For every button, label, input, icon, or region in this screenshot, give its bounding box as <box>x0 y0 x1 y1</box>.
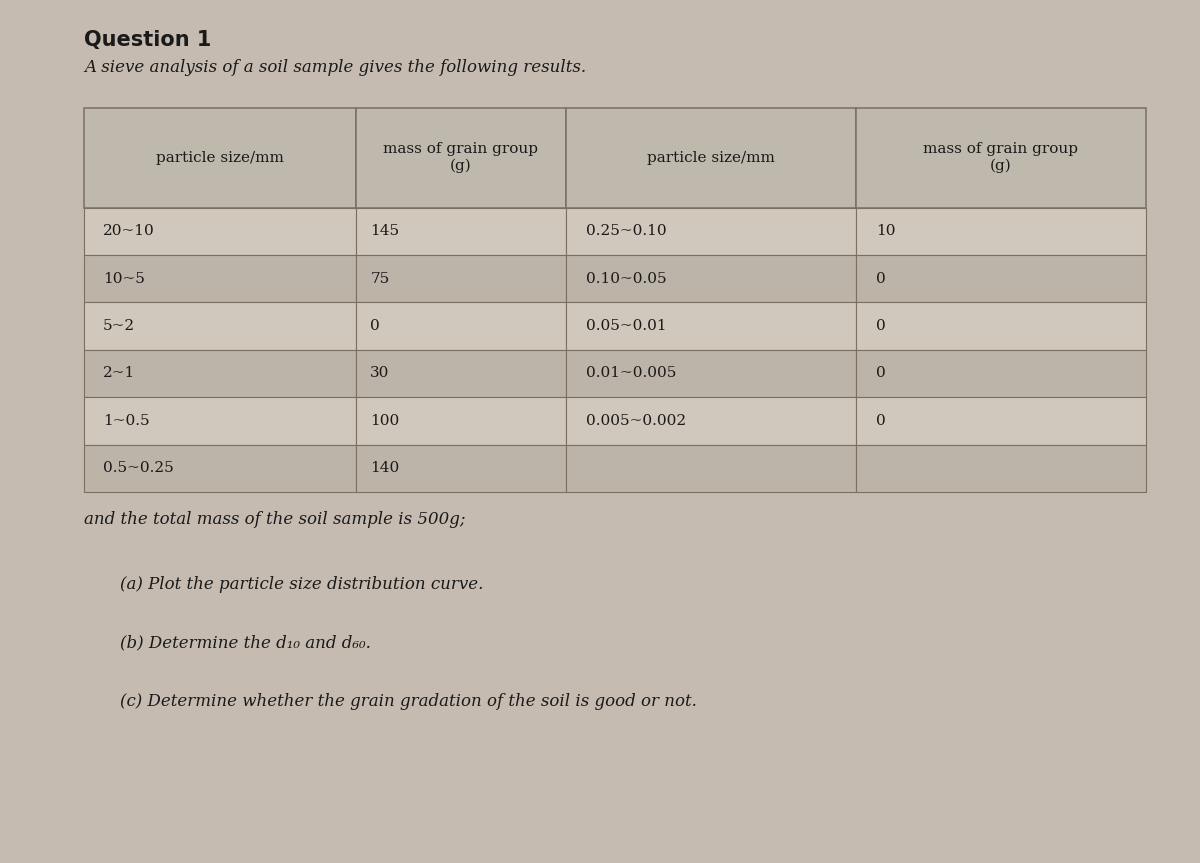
Text: (b) Determine the d₁₀ and d₆₀.: (b) Determine the d₁₀ and d₆₀. <box>120 634 371 652</box>
Text: 100: 100 <box>371 414 400 428</box>
Text: 0: 0 <box>876 319 886 333</box>
Text: 0.5~0.25: 0.5~0.25 <box>103 461 174 476</box>
Text: 0.005~0.002: 0.005~0.002 <box>586 414 686 428</box>
Text: (a) Plot the particle size distribution curve.: (a) Plot the particle size distribution … <box>120 576 484 593</box>
Text: A sieve analysis of a soil sample gives the following results.: A sieve analysis of a soil sample gives … <box>84 59 586 76</box>
Text: 0: 0 <box>876 367 886 381</box>
Text: 20~10: 20~10 <box>103 224 155 238</box>
Text: mass of grain group
(g): mass of grain group (g) <box>383 142 538 173</box>
Text: 140: 140 <box>371 461 400 476</box>
Text: 0: 0 <box>876 272 886 286</box>
Text: 0.25~0.10: 0.25~0.10 <box>586 224 666 238</box>
Text: particle size/mm: particle size/mm <box>156 151 283 165</box>
Text: 10~5: 10~5 <box>103 272 145 286</box>
Text: 0: 0 <box>371 319 380 333</box>
Text: 2~1: 2~1 <box>103 367 136 381</box>
Text: 75: 75 <box>371 272 390 286</box>
Text: 1~0.5: 1~0.5 <box>103 414 150 428</box>
Text: particle size/mm: particle size/mm <box>647 151 775 165</box>
Text: Question 1: Question 1 <box>84 30 211 50</box>
Text: 0.05~0.01: 0.05~0.01 <box>586 319 666 333</box>
Text: 5~2: 5~2 <box>103 319 136 333</box>
Text: (c) Determine whether the grain gradation of the soil is good or not.: (c) Determine whether the grain gradatio… <box>120 693 697 710</box>
Text: and the total mass of the soil sample is 500g;: and the total mass of the soil sample is… <box>84 511 466 528</box>
Text: mass of grain group
(g): mass of grain group (g) <box>924 142 1079 173</box>
Text: 0.10~0.05: 0.10~0.05 <box>586 272 666 286</box>
Text: 0: 0 <box>876 414 886 428</box>
Text: 145: 145 <box>371 224 400 238</box>
Text: 0.01~0.005: 0.01~0.005 <box>586 367 677 381</box>
Text: 10: 10 <box>876 224 895 238</box>
Text: 30: 30 <box>371 367 390 381</box>
